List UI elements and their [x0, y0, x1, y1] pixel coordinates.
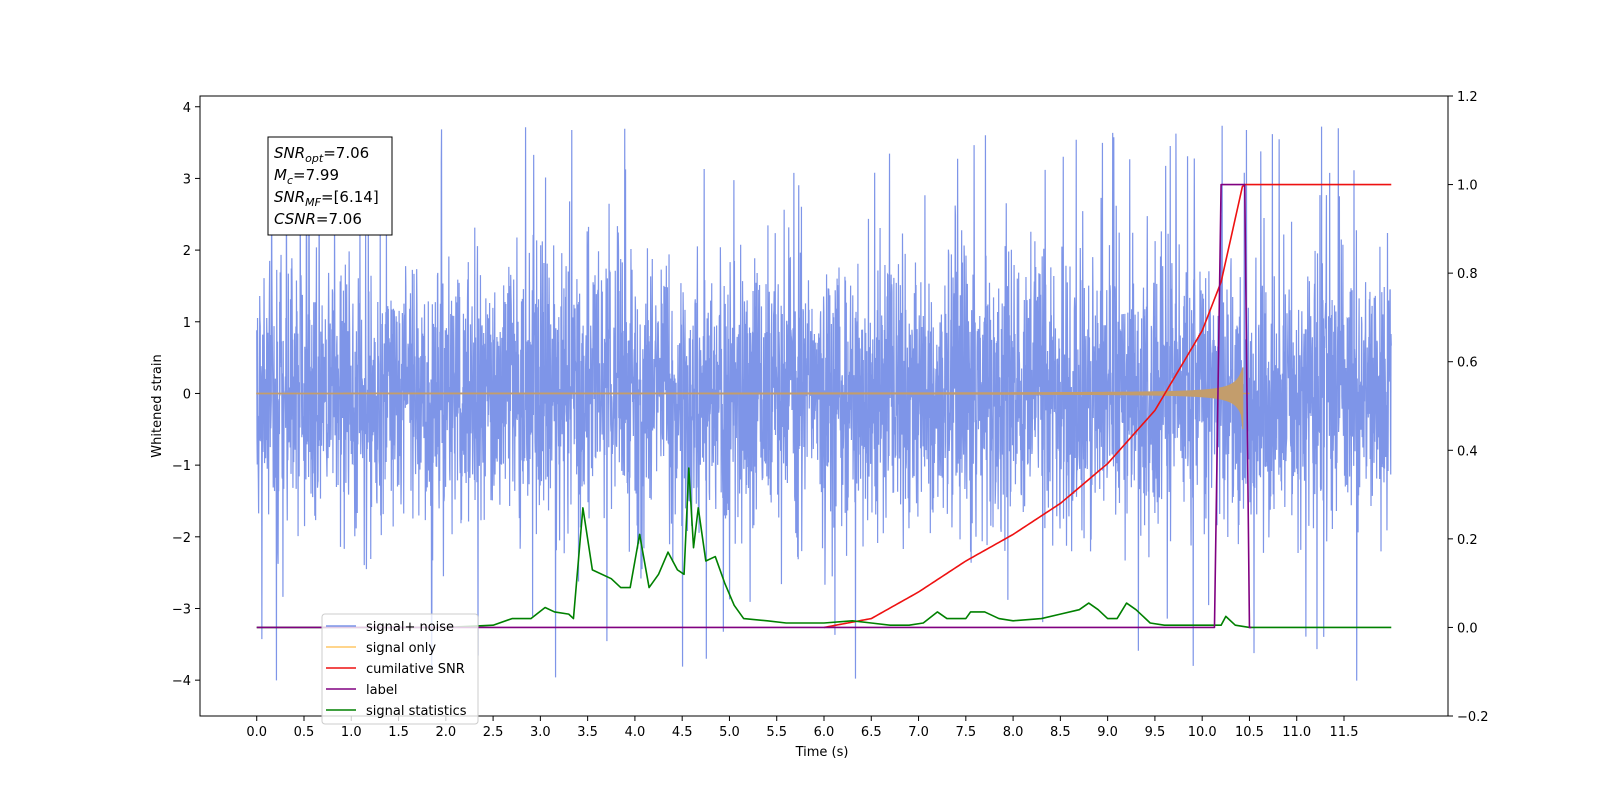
annotation-line-3: CSNR=7.06: [274, 210, 362, 228]
annotation-line-0: SNRopt=7.06: [274, 144, 369, 165]
x-axis-label: Time (s): [795, 745, 849, 760]
x-tick-label: 1.5: [388, 725, 409, 740]
annotation-symbol: CSNR: [274, 210, 316, 228]
x-tick-label: 6.0: [814, 725, 835, 740]
x-tick-label: 3.0: [530, 725, 551, 740]
right-axis-series: [256, 183, 1392, 629]
cumulative-snr-line: [823, 183, 1392, 629]
x-tick-label: 4.5: [672, 725, 693, 740]
x-tick-label: 2.0: [435, 725, 456, 740]
y-right-tick-label: 0.6: [1457, 356, 1478, 371]
annotation-symbol: M: [274, 166, 287, 184]
signal-only-envelope: [256, 367, 1244, 430]
y-left-tick-label: 3: [183, 172, 191, 187]
x-tick-label: 9.5: [1145, 725, 1166, 740]
x-tick-label: 3.5: [577, 725, 598, 740]
x-tick-label: 8.5: [1050, 725, 1071, 740]
annotation-line-1: Mc=7.99: [274, 166, 339, 187]
x-tick-label: 6.5: [861, 725, 882, 740]
annotation-box-frame: [267, 136, 393, 236]
x-tick-label: 5.5: [766, 725, 787, 740]
y-left-tick-label: −4: [172, 674, 191, 689]
x-tick-label: 9.0: [1097, 725, 1118, 740]
x-tick-label: 0.0: [246, 725, 267, 740]
y-left-tick-label: 0: [183, 387, 191, 402]
signal-noise-line: [256, 125, 1392, 681]
x-tick-label: 11.0: [1282, 725, 1311, 740]
y-right-tick-label: 1.2: [1457, 90, 1478, 105]
y-left-tick-label: −1: [172, 459, 191, 474]
x-tick-label: 10.5: [1235, 725, 1264, 740]
x-tick-label: 10.0: [1188, 725, 1217, 740]
legend-frame: [321, 613, 479, 725]
legend-label: signal statistics: [366, 704, 467, 719]
series-signal-only: [256, 367, 1250, 430]
y-right-tick-label: 1.0: [1457, 179, 1478, 194]
x-tick-label: 2.5: [483, 725, 504, 740]
y-left-tick-label: 4: [183, 101, 191, 116]
x-tick-label: 11.5: [1330, 725, 1359, 740]
x-tick-label: 5.0: [719, 725, 740, 740]
legend-label: label: [366, 683, 397, 698]
annotation-symbol: SNR: [274, 144, 305, 162]
y-right-tick-label: 0.8: [1457, 267, 1478, 282]
label-line: [256, 183, 1252, 629]
annotation-subscript: c: [287, 174, 293, 187]
series-signal-noise: [256, 125, 1392, 681]
annotation-value: =7.99: [293, 166, 339, 184]
x-tick-label: 7.0: [908, 725, 929, 740]
y-axis-left: 4 3 2 1 0 −1 −2 −3 −4: [172, 101, 200, 689]
legend: signal+ noise signal only cumilative SNR la…: [321, 613, 479, 725]
legend-label: signal+ noise: [366, 620, 454, 635]
y-axis-left-label: Whitened strain: [150, 354, 165, 457]
x-tick-label: 4.0: [625, 725, 646, 740]
annotation-line-2: SNRMF=[6.14]: [274, 188, 379, 209]
annotation-value: =7.06: [316, 210, 362, 228]
y-right-tick-label: 0.0: [1457, 621, 1478, 636]
y-left-tick-label: −3: [172, 602, 191, 617]
y-axis-right: 1.2 1.0 0.8 0.6 0.4 0.2 0.0 −0.2: [1448, 90, 1489, 725]
annotation-value: =7.06: [323, 144, 369, 162]
y-left-tick-label: 1: [183, 316, 191, 331]
y-right-tick-label: 0.4: [1457, 444, 1478, 459]
x-tick-label: 0.5: [294, 725, 315, 740]
plot-area: [256, 125, 1392, 681]
annotation-subscript: MF: [305, 196, 321, 209]
annotation-subscript: opt: [305, 152, 324, 165]
x-tick-label: 1.0: [341, 725, 362, 740]
y-right-tick-label: 0.2: [1457, 533, 1478, 548]
y-left-tick-label: 2: [183, 244, 191, 259]
y-right-tick-label: −0.2: [1457, 710, 1489, 725]
x-tick-label: 8.0: [1003, 725, 1024, 740]
annotation-symbol: SNR: [274, 188, 305, 206]
x-axis: 0.0 0.5 1.0 1.5 2.0 2.5 3.0 3.5 4.0 4.5 5.0 5.5 6.0 6…: [246, 716, 1358, 740]
legend-label: signal only: [366, 641, 436, 656]
y-left-tick-label: −2: [172, 531, 191, 546]
signal-statistics-line: [256, 467, 1392, 629]
annotation-value: =[6.14]: [321, 188, 379, 206]
x-tick-label: 7.5: [955, 725, 976, 740]
legend-label: cumilative SNR: [366, 662, 465, 677]
